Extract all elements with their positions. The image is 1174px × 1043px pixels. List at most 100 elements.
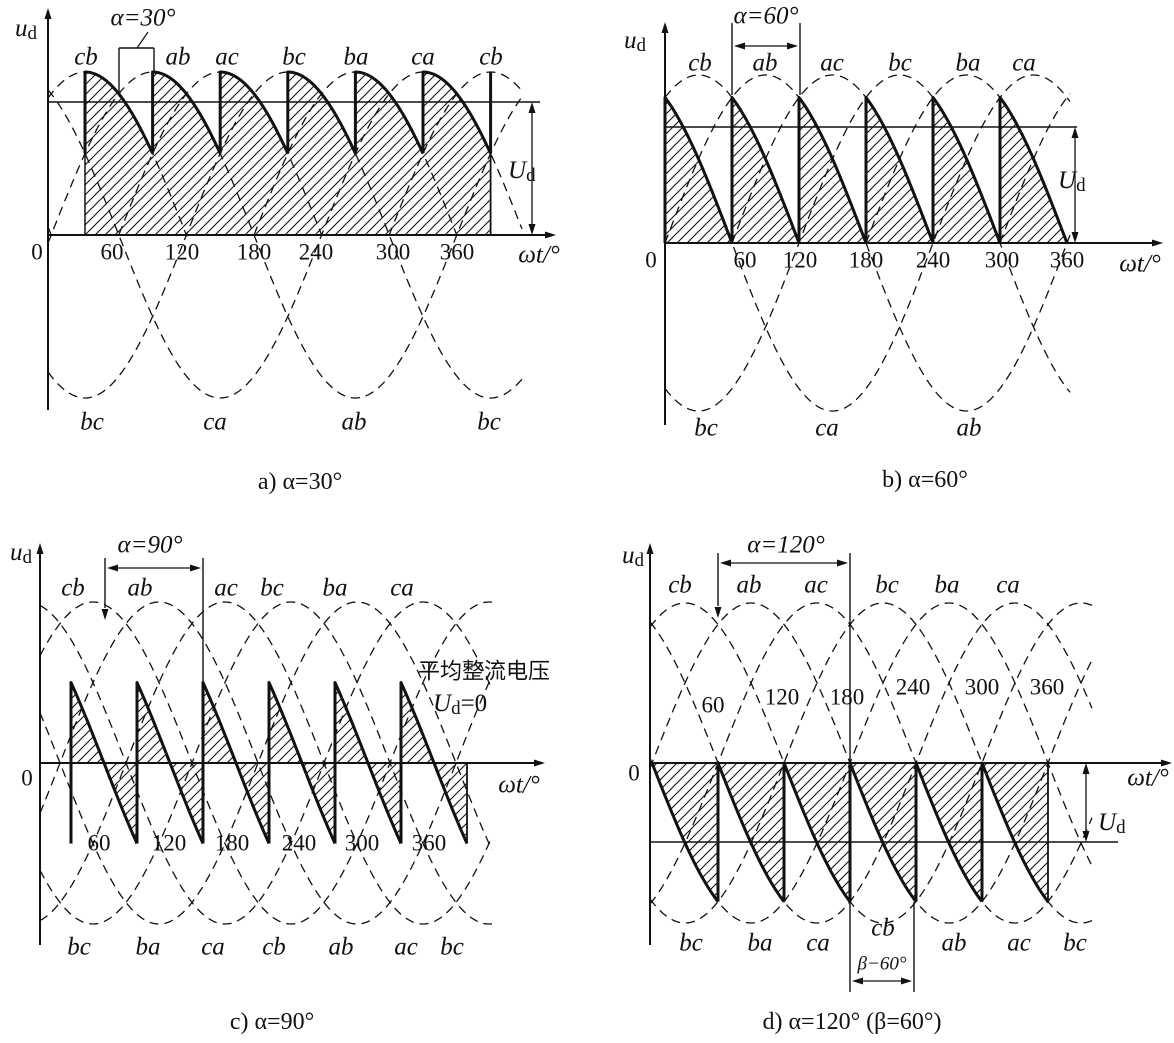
top-curve-label: ab [166,44,191,71]
top-curve-label: cb [61,575,85,602]
y-axis-arrow-icon [661,22,669,33]
tick-label: 120 [765,685,800,710]
ud-zero-label: Ud=0 [433,690,487,719]
tick-label: 60 [88,831,111,856]
alpha-label: α=60° [734,3,799,30]
bottom-curve-label: ac [1007,930,1031,957]
top-curve-label: ca [1012,50,1036,77]
top-curve-label: bc [888,50,912,77]
bottom-curve-label: ab [957,415,982,442]
y-axis-label-subscript: d [28,23,38,44]
beta-label: β−60° [857,954,907,975]
x-axis-label: ωt/° [1127,765,1169,792]
top-curve-label: cb [74,44,98,71]
origin-label: 0 [31,240,43,265]
tick-label: 120 [165,240,200,265]
line-voltage-curve [664,74,1071,412]
y-axis-label-symbol: u [15,15,28,42]
arrow-right-icon [190,564,201,572]
panel-caption: a) α=30° [258,469,342,495]
alpha-label: α=90° [118,532,183,559]
tick-label: 240 [299,240,334,265]
bottom-curve-label: bc [80,409,104,436]
ud-arrow-down-icon [528,224,536,235]
arrow-left-icon [734,42,745,50]
bottom-curve-label: ab [942,930,967,957]
origin-label: 0 [628,761,640,786]
top-curve-label: cb [479,44,503,71]
x-axis-arrow-icon [1161,759,1172,767]
top-curve-label: ba [344,44,369,71]
tick-label: 360 [1050,248,1085,273]
tick-label: 180 [215,831,250,856]
top-curve-label: ba [956,50,981,77]
bottom-curve-label: bc [477,409,501,436]
top-curve-label: ab [128,575,153,602]
ud-label-symbol: U [1098,809,1118,836]
top-curve-label: ca [996,572,1020,599]
tick-label: 240 [896,675,931,700]
top-curve-label: ab [753,50,778,77]
arrow-left-icon [852,977,863,985]
ud-label-symbol: U [508,157,528,184]
ud-label: Ud [1058,167,1086,196]
ud-arrow-down-icon [1071,232,1079,243]
tick-label: 60 [101,240,124,265]
line-voltage-curve [39,601,493,925]
ud-zero-label-subscript: d [451,698,461,719]
tick-label: 180 [830,685,865,710]
top-curve-label: bc [282,44,306,71]
tick-label: 60 [734,248,757,273]
line-voltage-curve [39,601,493,925]
y-axis-arrow-icon [44,8,52,19]
line-voltage-curve [47,71,523,399]
bottom-curve-label: bc [694,415,718,442]
y-axis-label-subscript: d [23,547,33,568]
y-axis-label-symbol: u [622,542,635,569]
ud-label-subscript: d [1076,175,1086,196]
origin-label: 0 [21,766,33,791]
y-axis-label: ud [10,539,33,568]
top-curve-label: bc [260,575,284,602]
ud-label: Ud [1098,809,1126,838]
bottom-curve-label: bc [1063,930,1087,957]
tick-label: 360 [412,831,447,856]
panel-caption: b) α=60° [882,467,968,493]
y-axis-label-symbol: u [624,27,637,54]
x-axis-label: ωt/° [498,772,540,799]
ud-zero-label-value: =0 [461,690,488,717]
y-axis-label: ud [622,542,645,571]
top-curve-label: ac [820,50,844,77]
line-voltage-curve [664,74,1071,412]
y-axis-arrow-icon [36,543,44,554]
ud-label-subscript: d [1116,817,1126,838]
average-voltage-note: 平均整流电压 [418,660,550,685]
ud-arrow-down-icon [1082,831,1090,842]
alpha-leader [136,31,149,49]
bottom-curve-label: ab [342,409,367,436]
ud-label-subscript: d [526,165,536,186]
tick-label: 360 [1030,675,1065,700]
bottom-curve-label: bc [67,934,91,961]
x-axis-arrow-icon [545,231,556,239]
tick-label: 180 [237,240,272,265]
tick-label: 300 [376,240,411,265]
y-axis-label-symbol: u [10,539,23,566]
bottom-curve-label: ab [329,934,354,961]
top-curve-label: ba [935,572,960,599]
y-axis-arrow-icon [646,543,654,554]
panel-caption: d) α=120° (β=60°) [762,1009,941,1035]
y-axis-label-subscript: d [635,550,645,571]
tick-label: 300 [985,248,1020,273]
x-axis-arrow-icon [1152,239,1163,247]
tick-label: 120 [783,248,818,273]
ud-arrow-up-icon [528,102,536,113]
y-axis-label: ud [15,15,38,44]
tick-label: 240 [282,831,317,856]
top-curve-label: ac [214,575,238,602]
bottom-curve-label: ba [136,934,161,961]
arrow-left-icon [720,559,731,567]
tick-label: 300 [345,831,380,856]
